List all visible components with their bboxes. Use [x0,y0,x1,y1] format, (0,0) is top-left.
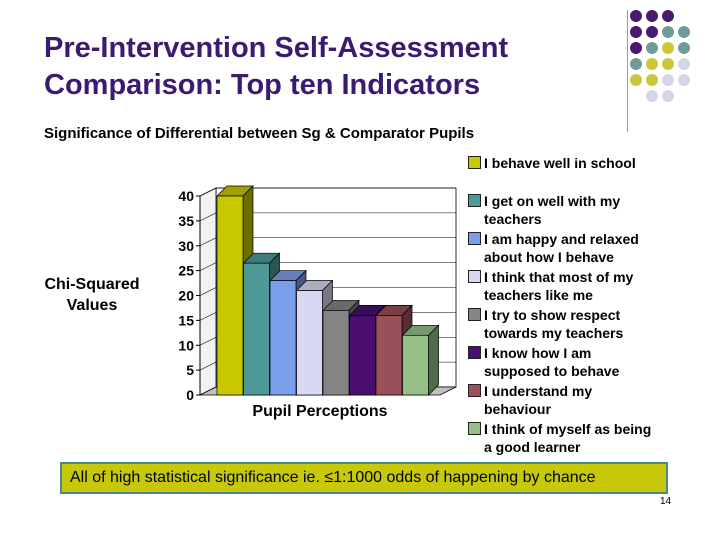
y-tick-label: 10 [178,337,194,353]
decorative-dot [646,58,658,70]
legend-label-line: I try to show respect [484,307,621,323]
bar-side [428,324,439,396]
decorative-dot [646,42,658,54]
decorative-dot [678,58,690,70]
slide-title-line-2: Comparison: Top ten Indicators [44,69,481,101]
decorative-dot [678,74,690,86]
legend-label: I get on well with my teachers [484,192,714,228]
chart-title: Significance of Differential between Sg … [44,125,475,142]
legend-swatch [468,346,481,359]
legend-swatch [468,270,481,283]
legend-label-line: teachers [484,211,542,227]
bar-front [349,315,376,396]
legend-label-line: I think of myself as being [484,421,652,437]
y-tick-label: 20 [178,288,194,304]
gridline [199,361,217,371]
y-tick-label: 35 [178,213,194,229]
bar-front [243,262,270,396]
gridline [199,312,217,321]
gridline [199,336,217,346]
y-tick-label: 25 [178,263,194,279]
bar-front [216,195,244,396]
y-tick-label: 5 [186,362,194,378]
bar-front [269,280,297,396]
decorative-dot [630,26,642,38]
legend-label: I try to show respect towards my teachers [484,306,714,342]
slide-title-line-1: Pre-Intervention Self-Assessment [44,32,509,64]
gridline [199,237,217,247]
legend-label-line: I understand my [484,383,593,399]
legend-label-line: teachers like me [484,287,593,303]
decorative-dot [662,42,674,54]
x-axis-label: Pupil Perceptions [252,403,388,420]
y-tick-label: 40 [178,188,194,204]
decorative-dot [630,10,642,22]
decorative-dot [662,26,674,38]
legend-label: I am happy and relaxed about how I behave [484,230,714,266]
legend-swatch [468,232,481,245]
legend-label-line: I know how I am [484,345,592,361]
legend-label-line: supposed to behave [484,363,620,379]
decorative-dot [646,74,658,86]
legend-label-line: behaviour [484,401,551,417]
bar-front [402,334,429,396]
bar-front [375,315,403,396]
y-tick-label: 0 [186,387,194,403]
decorative-dot [662,58,674,70]
legend-label: I understand my behaviour [484,382,714,418]
decorative-dot [646,90,658,102]
gridline [199,287,217,296]
y-axis-label-line-1: Chi-Squared [44,276,140,293]
legend-label: I think that most of my teachers like me [484,268,714,304]
legend-label: I think of myself as being a good learner [484,420,714,456]
bar [401,324,440,396]
legend-label-line: I behave well in school [484,155,636,171]
bar-front [322,310,350,396]
y-tick-label: 15 [178,312,194,328]
legend-swatch [468,384,481,397]
legend-label-line: towards my teachers [484,325,624,341]
legend-swatch [468,422,481,435]
decorative-dot [630,58,642,70]
decorative-dot [630,74,642,86]
decorative-dot [662,74,674,86]
decorative-dot [678,42,690,54]
legend-label-line: about how I behave [484,249,614,265]
gridline [199,262,217,271]
legend-swatch [468,308,481,321]
legend-swatch [468,156,481,169]
decorative-dot [630,42,642,54]
gridline [199,212,217,222]
decorative-dot [646,10,658,22]
decorative-dot [662,90,674,102]
slide-title: Pre-Intervention Self-Assessment Compari… [44,30,584,104]
gridline [199,187,217,197]
y-axis-label: Chi-Squared Values [40,274,144,316]
bar-front [296,290,323,396]
decorative-divider [627,10,628,132]
legend-label-line: a good learner [484,439,581,455]
decorative-dot [662,10,674,22]
legend-swatch [468,194,481,207]
decorative-dot [678,26,690,38]
decorative-dot-grid [630,10,690,102]
page-number: 14 [660,496,672,507]
legend-label-line: I think that most of my [484,269,634,285]
legend-label: I know how I am supposed to behave [484,344,714,380]
decorative-dot [646,26,658,38]
legend-label-line: I get on well with my [484,193,621,209]
significance-footnote: All of high statistical significance ie.… [60,462,668,494]
legend-label-line: I am happy and relaxed [484,231,639,247]
legend-label: I behave well in school [484,154,714,172]
y-axis-label-line-2: Values [66,297,118,314]
y-tick-label: 30 [178,238,194,254]
